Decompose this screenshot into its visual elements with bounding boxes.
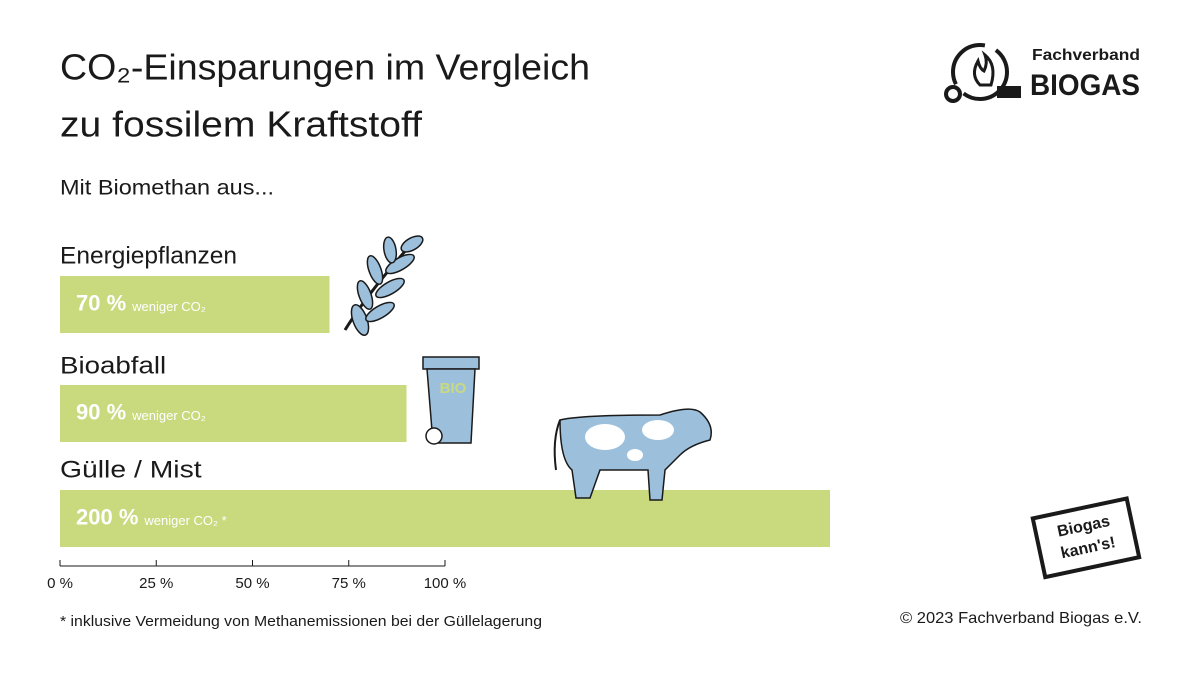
x-tick-label: 0 % (47, 575, 73, 592)
logo-text: BIOGAS (1030, 69, 1140, 102)
category-label: Bioabfall (60, 352, 166, 379)
category-label: Gülle / Mist (60, 456, 202, 483)
bar (60, 276, 330, 333)
chart-title: CO₂-Einsparungen im Vergleich (60, 47, 590, 88)
chart-title: zu fossilem Kraftstoff (60, 104, 423, 145)
bin-label: BIO (440, 380, 467, 397)
value-note: weniger CO₂ (131, 408, 206, 423)
copyright: © 2023 Fachverband Biogas e.V. (900, 610, 1142, 627)
logo: Fachverband BIOGAS (944, 43, 1140, 103)
bar (60, 385, 407, 442)
value-note: weniger CO₂ * (143, 513, 226, 528)
bar (60, 490, 830, 547)
bin-illustration: BIO (422, 356, 480, 445)
footnote: * inklusive Vermeidung von Methanemissio… (60, 613, 542, 630)
cow-illustration (553, 408, 712, 501)
value-label: 70 % (76, 290, 126, 315)
category-label: Energiepflanzen (60, 242, 237, 269)
x-tick-label: 100 % (424, 575, 467, 592)
value-label: 200 % (76, 504, 138, 529)
value-label: 90 % (76, 399, 126, 424)
value-note: weniger CO₂ (131, 299, 206, 314)
badge: Biogas kann's! (1030, 496, 1142, 580)
chart-subtitle: Mit Biomethan aus... (60, 177, 274, 200)
x-tick-label: 50 % (235, 575, 269, 592)
wheat-illustration (343, 235, 424, 336)
x-tick-label: 25 % (139, 575, 173, 592)
x-tick-label: 75 % (332, 575, 366, 592)
logo-text: Fachverband (1032, 47, 1140, 64)
